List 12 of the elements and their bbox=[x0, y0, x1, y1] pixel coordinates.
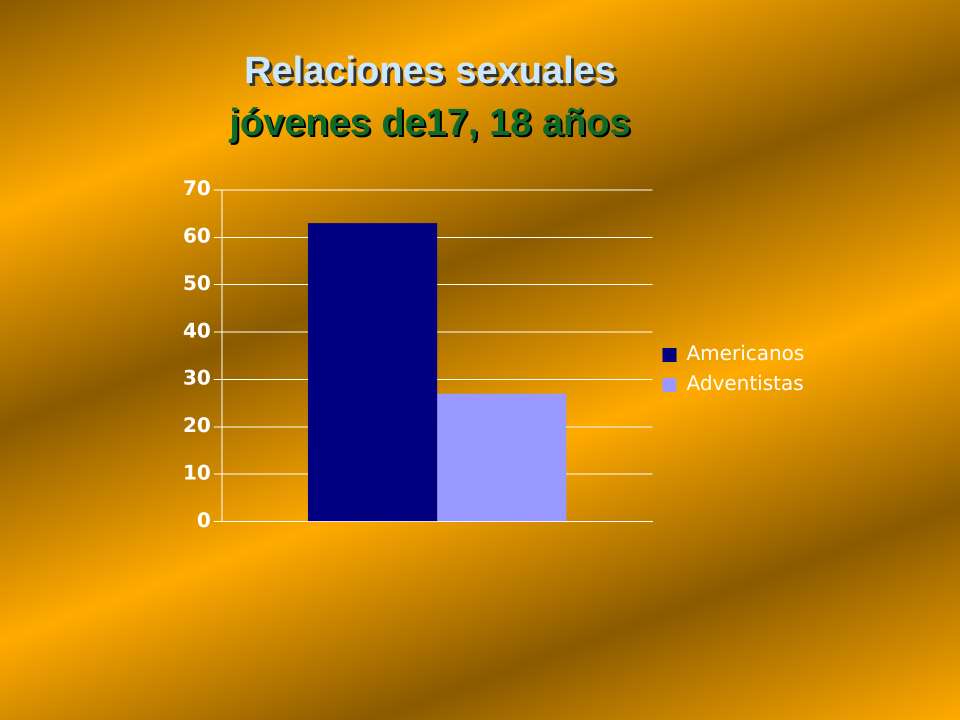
y-tick-label: 70 bbox=[182, 176, 211, 200]
y-tick-label: 50 bbox=[182, 270, 211, 295]
legend-label: Adventistas bbox=[686, 371, 804, 396]
y-tick-label: 0 bbox=[196, 508, 211, 532]
y-tick-label: 30 bbox=[182, 366, 211, 390]
legend-label: Americanos bbox=[686, 341, 804, 366]
y-tick-label: 10 bbox=[182, 460, 211, 484]
chart-title: Relaciones sexuales bbox=[243, 50, 617, 93]
y-tick-label: 20 bbox=[182, 413, 211, 438]
chart-subtitle: jóvenes de17, 18 años bbox=[228, 102, 632, 145]
y-tick-label: 60 bbox=[182, 224, 211, 248]
y-tick-label: 40 bbox=[182, 318, 211, 342]
